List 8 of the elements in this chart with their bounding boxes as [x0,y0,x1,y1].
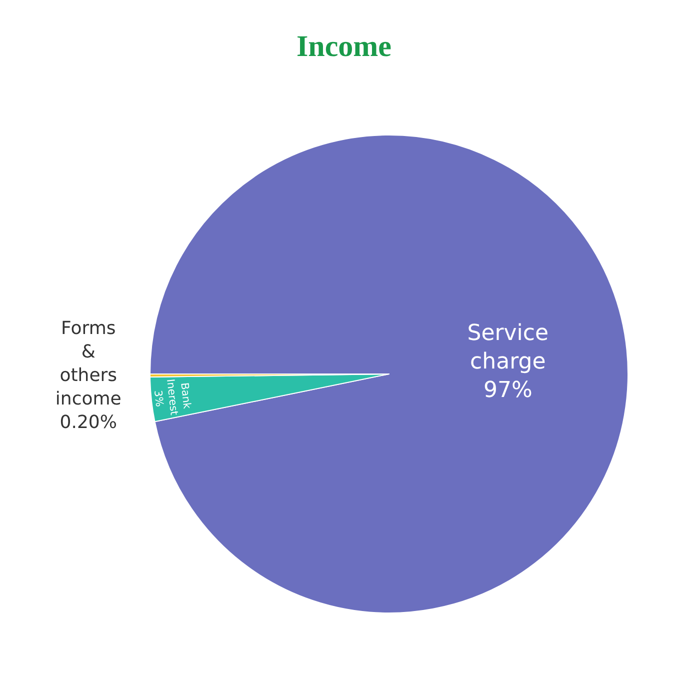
chart-title: Income [296,30,392,63]
data-label: 3% [152,390,166,408]
slice-label: Bank Inerest [164,378,193,416]
data-label: 97% [483,378,532,404]
pie-slice [150,134,628,614]
data-label: 0.20% [60,412,117,433]
slice-label: Forms & others income [55,318,122,410]
slice-label: Service charge [467,320,549,375]
